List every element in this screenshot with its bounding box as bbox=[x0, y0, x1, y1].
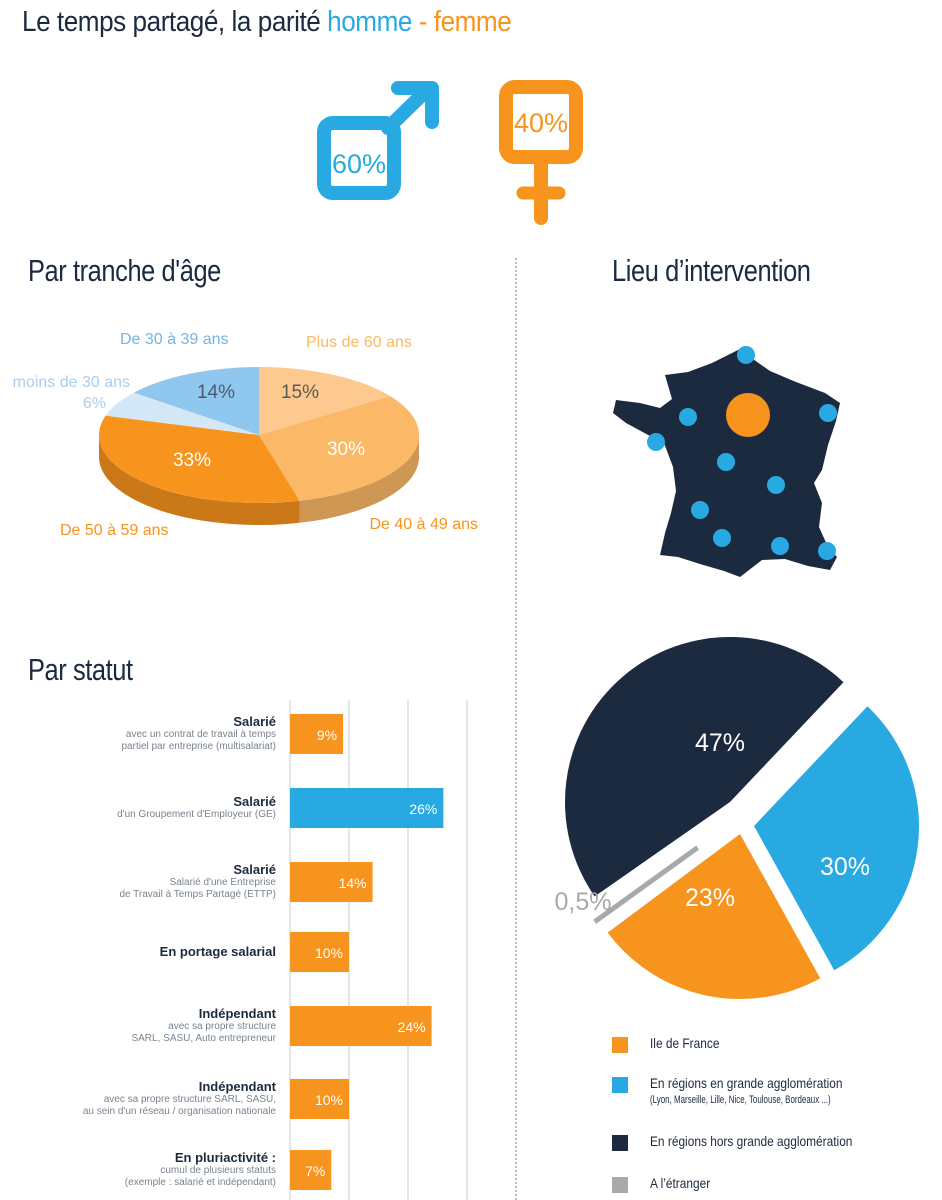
statut-category-sub: de Travail à Temps Partagé (ETTP) bbox=[119, 889, 276, 900]
lieu-slice-value: 47% bbox=[695, 729, 745, 757]
age-slice-label: moins de 30 ans bbox=[13, 374, 130, 391]
statut-category-label: En portage salarial bbox=[70, 944, 276, 959]
age-slice-value: 30% bbox=[327, 439, 365, 460]
gender-symbols: 60% 40% bbox=[317, 80, 583, 225]
statut-category-title: Indépendant bbox=[198, 1079, 276, 1094]
statut-bar bbox=[290, 932, 349, 972]
title-dash: - bbox=[411, 6, 434, 38]
legend-label: Ile de France bbox=[650, 1035, 720, 1051]
statut-bar bbox=[290, 1006, 432, 1046]
legend-item: En régions hors grande agglomération bbox=[612, 1133, 888, 1151]
age-slice-label: Plus de 60 ans bbox=[306, 334, 412, 351]
age-slice-side bbox=[299, 435, 419, 523]
statut-bar-chart: 9% 26% 14% 10% 24% 10% 7% Salarié avec un contra… bbox=[0, 700, 515, 1200]
statut-bar-value: 26% bbox=[409, 801, 437, 817]
lieu-slice-2 bbox=[607, 834, 821, 999]
statut-category-label: En pluriactivité : cumul de plusieurs sta… bbox=[70, 1150, 276, 1189]
statut-bar bbox=[290, 714, 344, 754]
age-slice-4 bbox=[133, 367, 259, 435]
statut-bar-value: 14% bbox=[339, 875, 367, 891]
statut-category-sub: avec sa propre structure bbox=[168, 1021, 276, 1032]
lieu-slice-3 bbox=[593, 845, 700, 924]
legend-sublabel: (Lyon, Marseille, Lille, Nice, Toulouse,… bbox=[650, 1094, 831, 1106]
age-slice-label: De 30 à 39 ans bbox=[120, 331, 229, 348]
lieu-slice-0 bbox=[565, 637, 844, 897]
legend-swatch bbox=[612, 1037, 628, 1053]
age-slice-value: 15% bbox=[281, 382, 319, 403]
age-slice-label: De 40 à 49 ans bbox=[369, 516, 478, 533]
legend-label: En régions hors grande agglomération bbox=[650, 1133, 853, 1149]
male-percent: 60% bbox=[332, 149, 386, 179]
male-symbol-icon: 60% bbox=[317, 81, 439, 200]
statut-category-sub: d'un Groupement d'Employeur (GE) bbox=[117, 809, 276, 820]
legend-label: A l’étranger bbox=[650, 1175, 711, 1191]
statut-bars: 9% 26% 14% 10% 24% 10% 7% bbox=[289, 700, 468, 1200]
section-statut-title: Par statut bbox=[28, 652, 133, 687]
statut-category-sub: (exemple : salarié et indépendant) bbox=[124, 1177, 276, 1188]
age-slice-label: De 50 à 59 ans bbox=[60, 522, 169, 539]
lieu-pie-chart: 47% 30% 23% 0,5% bbox=[555, 637, 919, 999]
statut-bar bbox=[290, 788, 444, 828]
statut-category-title: Salarié bbox=[233, 862, 276, 877]
statut-bar bbox=[290, 1079, 349, 1119]
age-pie-chart: 15% 30% 33% 14% Plus de 60 ans De 40 à 49 ans… bbox=[13, 331, 478, 539]
statut-category-label: Indépendant avec sa propre structure SARL… bbox=[70, 1079, 276, 1118]
age-slice-3 bbox=[105, 392, 259, 435]
statut-category-title: En portage salarial bbox=[159, 944, 276, 959]
statut-category-sub: cumul de plusieurs statuts bbox=[160, 1165, 276, 1176]
france-map-icon bbox=[613, 346, 840, 577]
legend-item: Ile de France bbox=[612, 1035, 732, 1053]
female-percent: 40% bbox=[514, 108, 568, 138]
age-slice-1 bbox=[259, 396, 420, 501]
statut-category-label: Salarié d'un Groupement d'Employeur (GE) bbox=[70, 794, 276, 821]
section-lieu-title: Lieu d’intervention bbox=[612, 253, 811, 288]
statut-category-label: Indépendant avec sa propre structure SARL,… bbox=[70, 1006, 276, 1045]
legend-label: En régions en grande agglomération (Lyon,… bbox=[650, 1075, 843, 1106]
lieu-slice-value: 0,5% bbox=[555, 888, 612, 916]
title-male: homme bbox=[327, 6, 412, 38]
female-symbol-icon: 40% bbox=[499, 80, 583, 225]
statut-category-sub: avec sa propre structure SARL, SASU, bbox=[103, 1094, 276, 1105]
legend-swatch bbox=[612, 1135, 628, 1151]
statut-category-title: Indépendant bbox=[198, 1006, 276, 1021]
age-slice-2 bbox=[99, 415, 300, 503]
age-pie-sides bbox=[99, 435, 419, 525]
age-slice-side bbox=[99, 435, 300, 525]
lieu-slice-value: 23% bbox=[685, 884, 735, 912]
legend-item: A l’étranger bbox=[612, 1175, 721, 1193]
age-slice-value: 14% bbox=[197, 382, 235, 403]
age-slice-0 bbox=[259, 367, 391, 435]
statut-category-sub: partiel par entreprise (multisalariat) bbox=[121, 741, 276, 752]
age-slice-value: 6% bbox=[83, 395, 106, 412]
lieu-slice-1 bbox=[754, 706, 919, 971]
statut-category-sub: SARL, SASU, Auto entrepreneur bbox=[131, 1033, 276, 1044]
legend-item: En régions en grande agglomération (Lyon,… bbox=[612, 1075, 900, 1106]
legend-swatch bbox=[612, 1177, 628, 1193]
page-title: Le temps partagé, la parité homme - femm… bbox=[22, 6, 512, 39]
statut-bar-value: 10% bbox=[315, 945, 343, 961]
lieu-slice-value: 30% bbox=[820, 853, 870, 881]
map-city-dots bbox=[647, 346, 837, 560]
section-age-title: Par tranche d'âge bbox=[28, 253, 221, 288]
statut-category-title: Salarié bbox=[233, 794, 276, 809]
statut-category-title: Salarié bbox=[233, 714, 276, 729]
statut-category-sub: avec un contrat de travail à temps bbox=[125, 729, 276, 740]
statut-category-label: Salarié Salarié d'une Entreprise de Travai… bbox=[70, 862, 276, 901]
statut-category-sub: Salarié d'une Entreprise bbox=[169, 877, 276, 888]
column-divider bbox=[515, 258, 517, 1200]
age-slice-value: 33% bbox=[173, 450, 211, 471]
statut-bar bbox=[290, 862, 373, 902]
statut-bar-value: 24% bbox=[398, 1019, 426, 1035]
statut-bar bbox=[290, 1150, 332, 1190]
statut-bar-value: 10% bbox=[315, 1092, 343, 1108]
statut-category-label: Salarié avec un contrat de travail à temp… bbox=[70, 714, 276, 753]
legend-swatch bbox=[612, 1077, 628, 1093]
statut-bar-value: 9% bbox=[317, 727, 337, 743]
statut-bar-value: 7% bbox=[305, 1163, 325, 1179]
statut-category-title: En pluriactivité : bbox=[174, 1150, 276, 1165]
statut-category-sub: au sein d'un réseau / organisation natio… bbox=[82, 1106, 276, 1117]
title-female: femme bbox=[433, 6, 512, 38]
title-prefix: Le temps partagé, la parité bbox=[22, 6, 321, 38]
